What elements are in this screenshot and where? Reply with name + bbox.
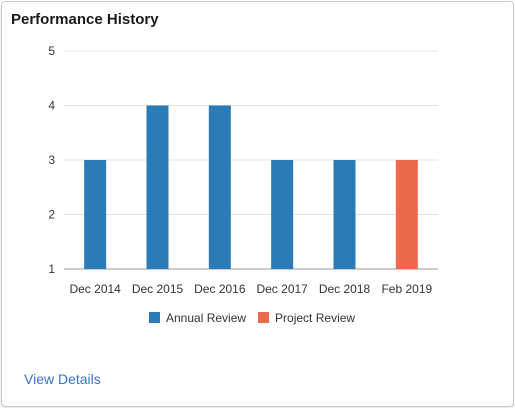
x-tick-label: Dec 2015 xyxy=(132,282,184,296)
x-tick-label: Dec 2017 xyxy=(256,282,308,296)
bar[interactable] xyxy=(146,105,169,270)
bars xyxy=(84,105,418,270)
legend-swatch xyxy=(258,312,270,323)
bar[interactable] xyxy=(395,160,418,269)
bar[interactable] xyxy=(271,160,294,269)
y-tick-label: 3 xyxy=(48,153,55,167)
y-axis: 1 2 3 4 5 xyxy=(48,44,55,276)
card-title: Performance History xyxy=(11,11,159,28)
bar[interactable] xyxy=(84,160,107,269)
legend-label[interactable]: Project Review xyxy=(275,311,355,325)
view-details-link[interactable]: View Details xyxy=(24,371,101,387)
legend: Annual Review Project Review xyxy=(149,311,355,325)
x-tick-label: Feb 2019 xyxy=(381,282,432,296)
y-tick-label: 5 xyxy=(48,44,55,58)
y-tick-label: 2 xyxy=(48,208,55,222)
bar[interactable] xyxy=(333,160,356,269)
chart-grid xyxy=(64,50,438,270)
x-tick-label: Dec 2016 xyxy=(194,282,246,296)
x-axis: Dec 2014 Dec 2015 Dec 2016 Dec 2017 Dec 2018… xyxy=(69,282,432,296)
bar[interactable] xyxy=(208,105,231,270)
y-tick-label: 1 xyxy=(48,262,55,276)
y-tick-label: 4 xyxy=(48,99,55,113)
legend-label[interactable]: Annual Review xyxy=(166,311,246,325)
x-tick-label: Dec 2018 xyxy=(319,282,371,296)
x-tick-label: Dec 2014 xyxy=(69,282,121,296)
legend-swatch xyxy=(149,312,160,323)
